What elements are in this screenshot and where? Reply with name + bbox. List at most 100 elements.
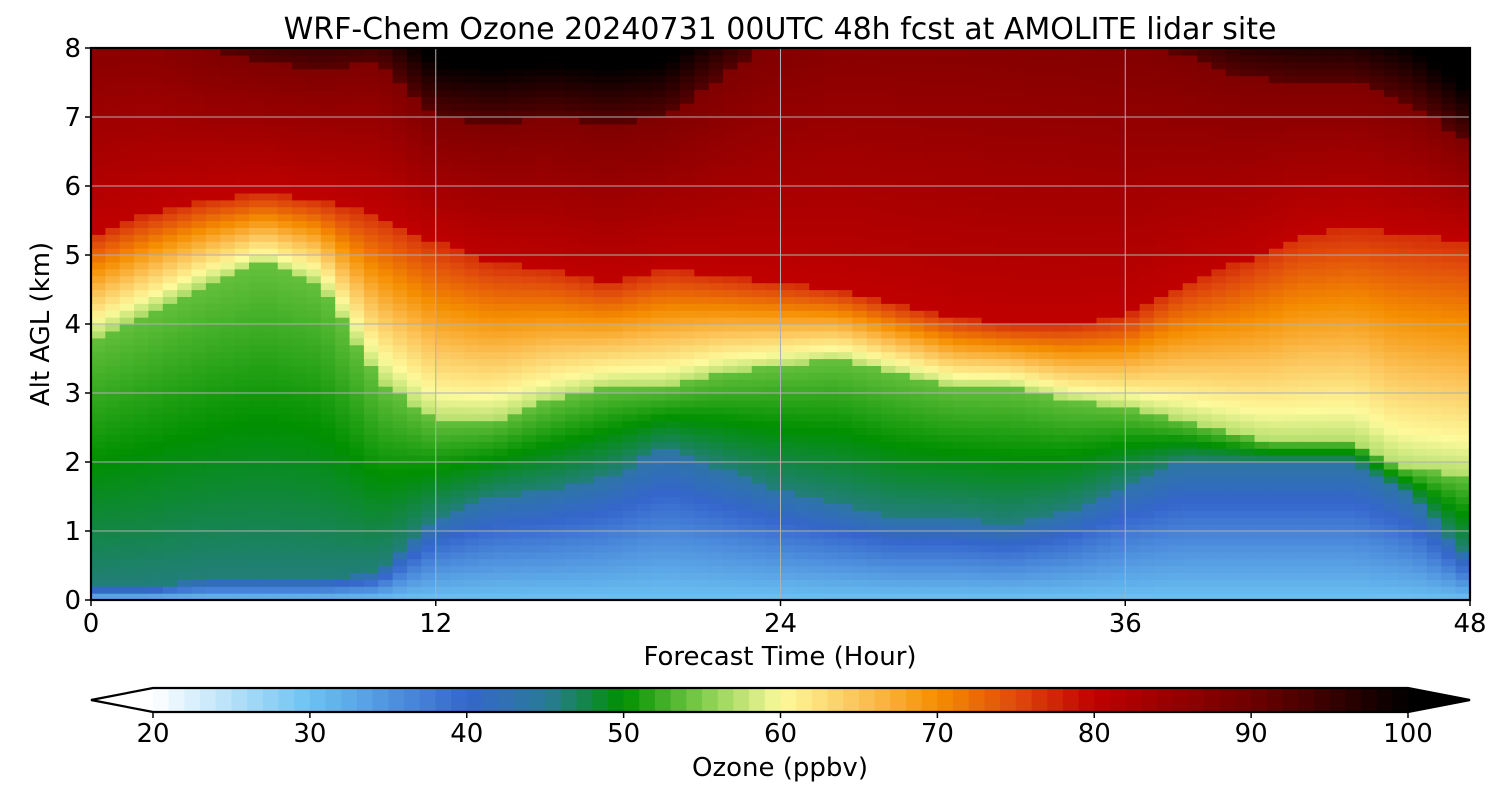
heatmap-cell (335, 579, 351, 587)
heatmap-cell (234, 365, 250, 373)
heatmap-cell (622, 537, 638, 546)
heatmap-cell (177, 289, 193, 297)
heatmap-cell (292, 455, 308, 463)
heatmap-cell (335, 282, 351, 291)
heatmap-cell (895, 379, 911, 387)
heatmap-cell (220, 434, 236, 442)
heatmap-cell (636, 420, 652, 429)
heatmap-cell (263, 565, 279, 573)
heatmap-cell (924, 503, 940, 511)
heatmap-cell (895, 510, 911, 518)
heatmap-cell (234, 537, 250, 546)
heatmap-cell (363, 268, 379, 277)
heatmap-cell (694, 579, 710, 587)
heatmap-cell (924, 586, 940, 594)
heatmap-cell (220, 192, 236, 201)
heatmap-cell (881, 324, 897, 332)
heatmap-cell (421, 241, 437, 249)
heatmap-cell (249, 310, 264, 318)
heatmap-cell (766, 303, 782, 311)
heatmap-cell (895, 179, 911, 187)
heatmap-cell (837, 82, 853, 90)
heatmap-cell (521, 275, 537, 284)
heatmap-cell (881, 213, 897, 222)
heatmap-cell (521, 482, 537, 491)
heatmap-cell (191, 475, 207, 484)
heatmap-cell (608, 468, 624, 477)
heatmap-cell (895, 282, 911, 291)
heatmap-cell (608, 386, 624, 394)
heatmap-cell (737, 282, 753, 291)
heatmap-cell (407, 586, 422, 594)
heatmap-cell (794, 261, 810, 270)
heatmap-cell (708, 386, 724, 394)
heatmap-cell (162, 241, 178, 249)
heatmap-cell (679, 489, 695, 498)
heatmap-cell (249, 248, 264, 256)
heatmap-cell (536, 296, 552, 304)
heatmap-cell (407, 510, 422, 518)
heatmap-cell (679, 234, 695, 242)
heatmap-cell (507, 68, 523, 77)
heatmap-cell (263, 137, 279, 146)
heatmap-cell (723, 75, 738, 84)
heatmap-cell (493, 351, 509, 360)
heatmap-cell (866, 462, 882, 470)
heatmap-cell (335, 110, 351, 118)
heatmap-cell (737, 462, 753, 470)
heatmap-cell (220, 151, 236, 159)
heatmap-cell (119, 358, 135, 366)
heatmap-cell (407, 324, 422, 332)
heatmap-cell (464, 248, 480, 256)
heatmap-cell (751, 158, 767, 166)
heatmap-cell (823, 330, 839, 339)
heatmap-cell (249, 241, 264, 249)
heatmap-cell (579, 468, 595, 477)
heatmap-cell (277, 531, 293, 539)
heatmap-cell (191, 531, 207, 539)
heatmap-cell (550, 82, 566, 90)
heatmap-cell (938, 172, 954, 180)
heatmap-cell (536, 462, 552, 470)
heatmap-cell (550, 503, 566, 511)
heatmap-cell (881, 317, 897, 325)
heatmap-cell (952, 399, 968, 408)
heatmap-cell (478, 151, 494, 159)
heatmap-cell (679, 310, 695, 318)
heatmap-cell (579, 275, 595, 284)
heatmap-cell (766, 537, 782, 546)
heatmap-cell (665, 96, 681, 104)
heatmap-cell (593, 441, 609, 449)
heatmap-cell (191, 123, 207, 132)
heatmap-cell (737, 289, 753, 297)
heatmap-cell (809, 268, 825, 277)
heatmap-cell (708, 482, 724, 491)
heatmap-cell (320, 572, 336, 580)
heatmap-cell (579, 255, 595, 263)
heatmap-cell (363, 82, 379, 90)
heatmap-cell (550, 172, 566, 180)
heatmap-cell (665, 551, 681, 560)
heatmap-cell (148, 324, 164, 332)
heatmap-cell (277, 103, 293, 111)
heatmap-cell (636, 310, 652, 318)
heatmap-cell (909, 227, 925, 235)
heatmap-cell (119, 82, 135, 90)
heatmap-cell (794, 220, 810, 228)
heatmap-cell (809, 151, 825, 159)
heatmap-cell (119, 165, 135, 173)
heatmap-cell (320, 365, 336, 373)
heatmap-cell (794, 496, 810, 504)
heatmap-cell (91, 482, 106, 491)
heatmap-cell (435, 117, 451, 125)
heatmap-cell (450, 82, 466, 90)
heatmap-cell (378, 227, 394, 235)
heatmap-cell (823, 544, 839, 553)
heatmap-cell (852, 482, 868, 491)
heatmap-cell (507, 241, 523, 249)
heatmap-cell (162, 227, 178, 235)
heatmap-cell (363, 220, 379, 228)
heatmap-cell (450, 289, 466, 297)
heatmap-cell (651, 268, 667, 277)
heatmap-cell (924, 365, 940, 373)
